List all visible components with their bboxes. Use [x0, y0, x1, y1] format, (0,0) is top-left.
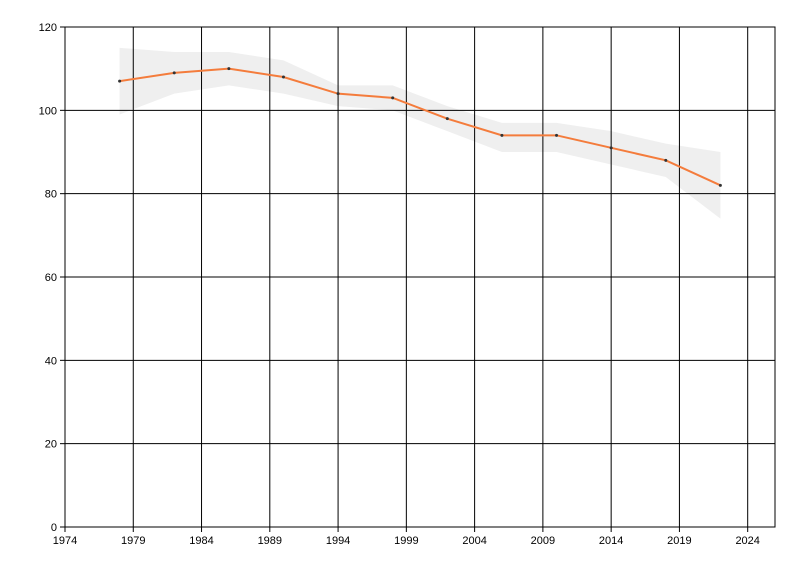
x-tick-label: 1994 — [326, 535, 350, 547]
y-tick-label: 0 — [51, 522, 57, 534]
y-tick-label: 20 — [45, 439, 57, 451]
x-tick-label: 1974 — [53, 535, 77, 547]
x-tick-label: 2014 — [599, 535, 623, 547]
y-tick-label: 40 — [45, 355, 57, 367]
x-tick-label: 1984 — [189, 535, 213, 547]
x-tick-label: 1979 — [121, 535, 145, 547]
x-tick-label: 2024 — [735, 535, 759, 547]
point — [718, 183, 722, 187]
point — [445, 117, 449, 121]
y-tick-label: 120 — [39, 22, 57, 34]
x-tick-label: 2009 — [531, 535, 555, 547]
y-tick-label: 80 — [45, 189, 57, 201]
y-tick-label: 100 — [39, 105, 57, 117]
point — [281, 75, 285, 79]
point — [118, 79, 122, 83]
point — [609, 146, 613, 150]
point — [172, 71, 176, 75]
point — [664, 158, 668, 162]
confidence-band — [119, 47, 721, 219]
line — [119, 67, 721, 187]
point — [500, 133, 504, 137]
plot-frame — [64, 26, 776, 528]
x-tick-label: 1999 — [394, 535, 418, 547]
x-tick-label: 2019 — [667, 535, 691, 547]
y-tick-label: 60 — [45, 272, 57, 284]
x-tick-label: 2004 — [462, 535, 486, 547]
point — [391, 96, 395, 100]
point — [555, 133, 559, 137]
point — [227, 67, 231, 71]
x-tick-label: 1989 — [258, 535, 282, 547]
point — [336, 92, 340, 96]
